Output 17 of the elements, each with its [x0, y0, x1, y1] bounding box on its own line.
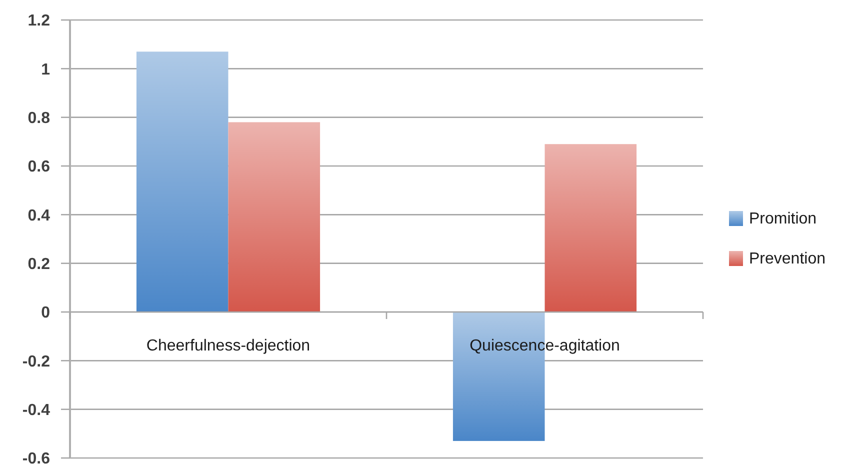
y-tick-label: 0.4	[28, 207, 50, 224]
y-tick-label: 0.2	[28, 256, 50, 273]
bar	[136, 52, 228, 312]
y-tick-label: 0.8	[28, 110, 50, 127]
x-tick-label: Quiescence-agitation	[470, 338, 620, 355]
y-tick-label: -0.2	[22, 353, 50, 370]
y-tick-label: 0.6	[28, 158, 50, 176]
y-tick-label: -0.6	[22, 450, 50, 468]
x-tick-label: Cheerfulness-dejection	[146, 338, 310, 355]
legend-label: Promition	[749, 210, 817, 228]
bar	[544, 144, 637, 312]
bar	[228, 122, 320, 312]
y-tick-label: 1	[41, 61, 50, 78]
y-tick-label: -0.4	[22, 402, 50, 419]
legend-label: Prevention	[749, 250, 826, 268]
y-tick-label: 0	[41, 304, 50, 322]
y-tick-label: 1.2	[28, 12, 50, 30]
